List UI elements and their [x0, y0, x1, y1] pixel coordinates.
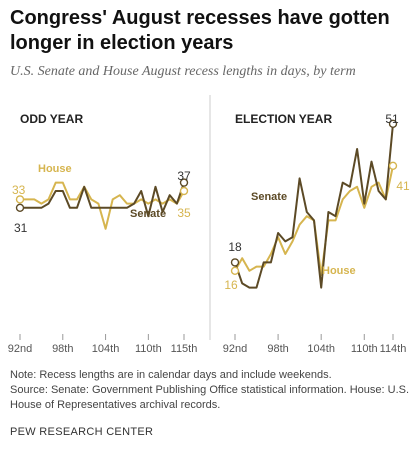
- x-tick-label: 114th: [380, 343, 407, 355]
- house-endpoint-marker: [15, 195, 25, 204]
- brand-name: PEW RESEARCH CENTER: [10, 426, 154, 438]
- start-value-label: 16: [224, 278, 238, 292]
- x-tick-label: 115th: [171, 343, 198, 355]
- x-tick-label: 110th: [135, 343, 162, 355]
- recess-chart: ODD YEAR 92nd 98th 104th 110th 115th 33 31 37 35 H…: [8, 95, 410, 355]
- x-tick-label: 104th: [307, 343, 335, 355]
- panel-title: ELECTION YEAR: [235, 112, 332, 126]
- x-tick-label: 110th: [351, 343, 378, 355]
- series-label-house: House: [38, 163, 72, 175]
- chart-subtitle: U.S. Senate and House August recess leng…: [10, 64, 356, 79]
- series-label-senate: Senate: [251, 191, 287, 203]
- source-text: Source: Senate: Government Publishing Of…: [10, 384, 410, 411]
- start-value-label: 33: [12, 183, 26, 197]
- start-value-label: 18: [228, 240, 242, 254]
- x-tick-label: 92nd: [8, 343, 32, 355]
- series-label-senate: Senate: [130, 208, 166, 220]
- x-tick-label: 98th: [52, 343, 73, 355]
- end-value-label: 35: [177, 206, 191, 220]
- panel-title: ODD YEAR: [20, 112, 83, 126]
- notes: Note: Recess lengths are in calendar day…: [10, 368, 415, 413]
- senate-endpoint-marker: [230, 258, 240, 267]
- chart-title: Congress' August recesses have gotten lo…: [10, 7, 390, 54]
- end-value-label: 51: [385, 112, 399, 126]
- house-endpoint-marker: [388, 161, 398, 171]
- house-endpoint-marker: [179, 186, 189, 196]
- house-endpoint-marker: [230, 266, 240, 275]
- senate-endpoint-marker: [179, 178, 189, 187]
- x-tick-label: 104th: [92, 343, 120, 355]
- senate-line-0: [20, 182, 185, 218]
- start-value-label: 31: [14, 221, 28, 235]
- series-label-house: House: [322, 265, 356, 277]
- senate-line-1: [234, 123, 394, 289]
- end-value-label: 41: [396, 179, 410, 193]
- note-text: Note: Recess lengths are in calendar day…: [10, 369, 332, 381]
- end-value-label: 37: [177, 169, 191, 183]
- house-line-0: [20, 181, 185, 230]
- senate-endpoint-marker: [15, 203, 25, 213]
- x-tick-label: 98th: [267, 343, 288, 355]
- senate-endpoint-marker: [388, 119, 398, 129]
- x-tick-label: 92nd: [223, 343, 247, 355]
